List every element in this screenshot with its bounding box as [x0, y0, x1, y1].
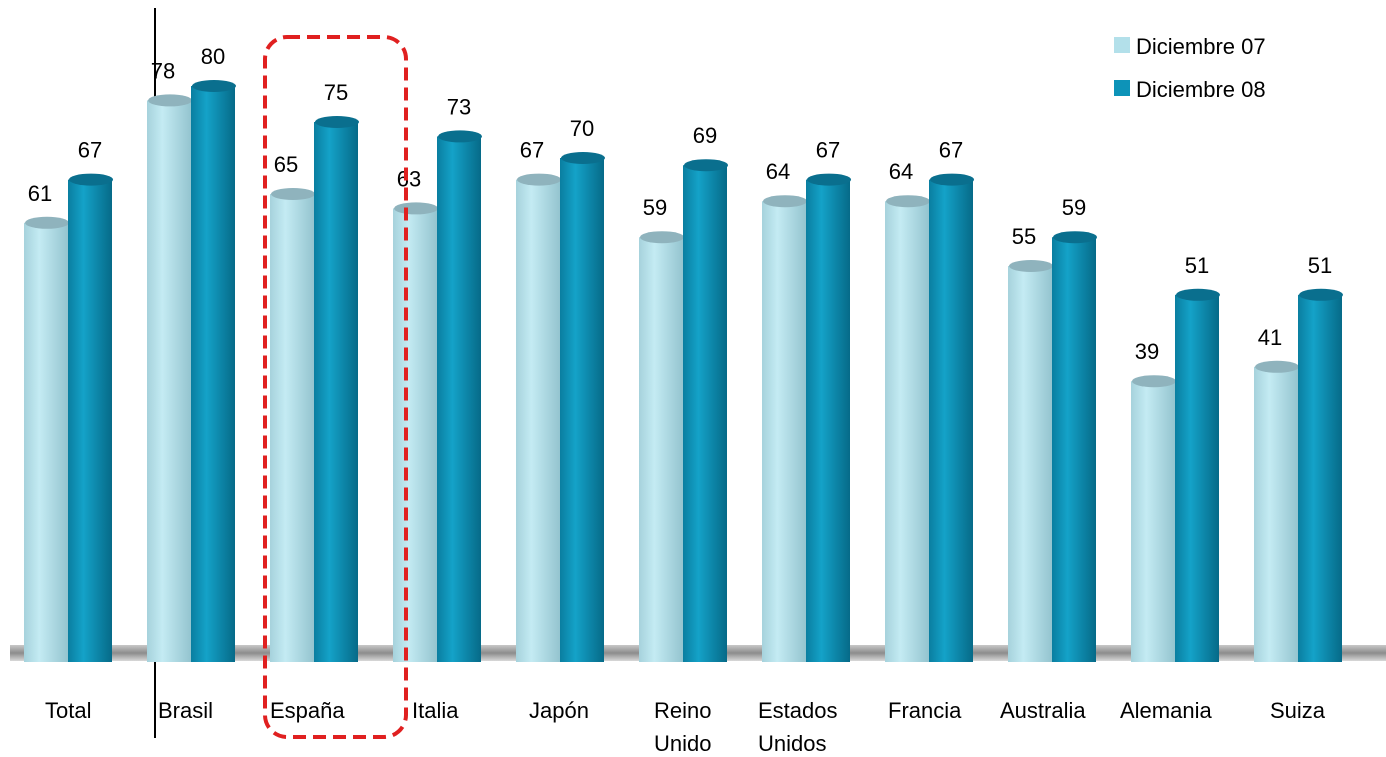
- bar-top-dic08-8: [1053, 231, 1097, 244]
- value-label-dic08-5: 69: [693, 123, 717, 148]
- bar-dic07-0: [24, 222, 68, 663]
- category-label-3: Italia: [412, 698, 459, 723]
- bar-top-dic08-0: [69, 173, 113, 186]
- category-label-4: Japón: [529, 698, 589, 723]
- bar-dic07-1: [147, 100, 191, 662]
- bar-top-dic07-3: [394, 202, 438, 215]
- bar-dic08-10: [1298, 294, 1342, 662]
- value-label-dic08-6: 67: [816, 138, 840, 163]
- category-label-9: Alemania: [1120, 698, 1212, 723]
- bar-top-dic07-10: [1255, 360, 1299, 373]
- bar-dic07-7: [885, 201, 929, 662]
- bar-dic07-6: [762, 201, 806, 662]
- legend-label-series-1: Diciembre 07: [1136, 34, 1266, 59]
- bar-dic08-8: [1052, 237, 1096, 662]
- bar-top-dic08-6: [807, 173, 851, 186]
- value-label-dic08-8: 59: [1062, 195, 1086, 220]
- bar-dic08-2: [314, 122, 358, 662]
- category-label-10: Suiza: [1270, 698, 1326, 723]
- bar-top-dic07-0: [25, 216, 69, 229]
- value-label-dic07-6: 64: [766, 159, 790, 184]
- category-label-8: Australia: [1000, 698, 1086, 723]
- bar-dic07-10: [1254, 366, 1298, 662]
- bar-top-dic08-2: [315, 116, 359, 128]
- value-label-dic07-9: 39: [1135, 339, 1159, 364]
- bar-dic08-1: [191, 86, 235, 662]
- value-label-dic07-8: 55: [1012, 224, 1036, 249]
- legend-swatch-series-1: [1114, 37, 1130, 53]
- bar-dic07-9: [1131, 381, 1175, 662]
- value-label-dic08-2: 75: [324, 80, 348, 105]
- bar-top-dic07-6: [763, 195, 807, 208]
- bar-dic07-3: [393, 208, 437, 662]
- value-label-dic08-4: 70: [570, 116, 594, 141]
- bar-dic07-4: [516, 179, 560, 662]
- value-label-dic07-7: 64: [889, 159, 913, 184]
- value-label-dic08-9: 51: [1185, 253, 1209, 278]
- value-label-dic07-1: 78: [151, 58, 175, 83]
- highlight-box: [263, 35, 408, 739]
- value-label-dic08-1: 80: [201, 44, 225, 69]
- bar-top-dic08-7: [930, 173, 974, 186]
- bar-top-dic07-4: [517, 173, 561, 186]
- legend: Diciembre 07 Diciembre 08: [1114, 34, 1266, 102]
- category-label-2: España: [270, 698, 345, 723]
- bar-dic08-4: [560, 158, 604, 662]
- category-label-0: Total: [45, 698, 91, 723]
- bar-top-dic07-1: [148, 94, 192, 107]
- category-label-6-line1: Estados: [758, 698, 838, 723]
- legend-swatch-series-2: [1114, 80, 1130, 96]
- bar-top-dic07-7: [886, 195, 930, 208]
- value-label-dic08-0: 67: [78, 138, 102, 163]
- bar-top-dic07-2: [271, 188, 315, 200]
- value-labels-layer: 61 67 78 80 65 75 63 73 67 70 59 69 64 67 64 67 55 59 39 51…: [28, 44, 1332, 364]
- bar-top-dic07-8: [1009, 260, 1053, 272]
- value-label-dic07-10: 41: [1258, 325, 1282, 350]
- category-label-5-line1: Reino: [654, 698, 711, 723]
- category-label-7: Francia: [888, 698, 962, 723]
- bar-top-dic07-5: [640, 231, 684, 244]
- bar-dic07-5: [639, 237, 683, 662]
- category-label-6-line2: Unidos: [758, 731, 826, 756]
- bar-dic07-8: [1008, 266, 1052, 662]
- bar-dic08-5: [683, 165, 727, 662]
- bar-top-dic08-1: [192, 80, 236, 92]
- category-label-1: Brasil: [158, 698, 213, 723]
- category-labels-layer: Total Brasil España Italia Japón Reino Unido Es…: [45, 698, 1326, 756]
- bar-dic08-0: [68, 179, 112, 662]
- bar-dic08-6: [806, 179, 850, 662]
- value-label-dic08-3: 73: [447, 94, 471, 119]
- bar-dic08-7: [929, 179, 973, 662]
- bar-top-dic07-9: [1132, 375, 1176, 388]
- bar-dic08-9: [1175, 294, 1219, 662]
- value-label-dic07-0: 61: [28, 181, 52, 206]
- value-label-dic07-5: 59: [643, 195, 667, 220]
- value-label-dic08-10: 51: [1308, 253, 1332, 278]
- bar-dic07-2: [270, 194, 314, 662]
- bar-top-dic08-5: [684, 159, 728, 172]
- bar-top-dic08-10: [1299, 288, 1343, 301]
- bar-top-dic08-9: [1176, 288, 1220, 301]
- legend-label-series-2: Diciembre 08: [1136, 77, 1266, 102]
- value-label-dic07-2: 65: [274, 152, 298, 177]
- bars-layer: [24, 80, 1343, 663]
- value-label-dic07-4: 67: [520, 138, 544, 163]
- bar-dic08-3: [437, 136, 481, 662]
- bar-top-dic08-4: [561, 152, 605, 164]
- value-label-dic07-3: 63: [397, 166, 421, 191]
- category-label-5-line2: Unido: [654, 731, 711, 756]
- value-label-dic08-7: 67: [939, 138, 963, 163]
- bar-top-dic08-3: [438, 130, 482, 143]
